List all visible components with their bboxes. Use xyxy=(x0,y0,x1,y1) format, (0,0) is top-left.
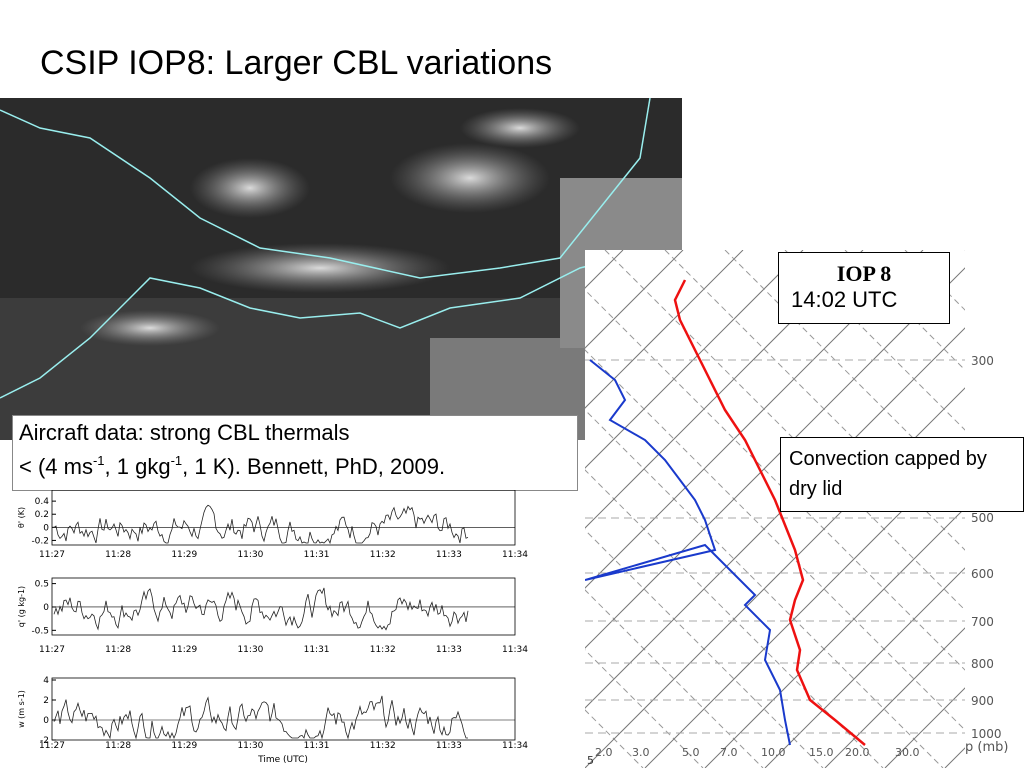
caption-box: Aircraft data: strong CBL thermals < (4 … xyxy=(12,415,578,491)
x-tick-label: 11:34 xyxy=(502,645,528,655)
isotherm xyxy=(585,250,864,529)
iop-box: IOP 8 14:02 UTC xyxy=(778,252,950,324)
isotherm xyxy=(585,250,924,589)
adiabat xyxy=(724,250,1024,550)
isotherm xyxy=(585,250,804,469)
y-axis-label: q' (g kg-1) xyxy=(17,586,26,627)
mixing-ratio-label: 7.0 xyxy=(720,746,738,759)
x-tick-label: 11:28 xyxy=(105,645,131,655)
iop-time: 14:02 UTC xyxy=(791,287,898,312)
x-tick-label: 11:32 xyxy=(370,550,396,560)
mixing-ratio-label: 30.0 xyxy=(895,746,920,759)
isotherm xyxy=(585,250,684,349)
pressure-axis-label: p (mb) xyxy=(965,740,1008,755)
iop-heading: IOP 8 xyxy=(836,261,892,286)
x-tick-label: 11:32 xyxy=(370,741,396,751)
mixing-ratio-label: 20.0 xyxy=(845,746,870,759)
adiabat xyxy=(585,469,884,768)
x-axis-label: Time (UTC) xyxy=(257,755,308,765)
trace xyxy=(53,587,469,631)
adiabat xyxy=(585,529,824,768)
x-tick-label: 11:33 xyxy=(436,741,462,751)
note-box: Convection capped by dry lid xyxy=(780,437,1024,512)
caption-text: , 1 K). Bennett, PhD, 2009. xyxy=(182,454,446,479)
isotherm xyxy=(764,508,1024,768)
x-tick-label: 11:30 xyxy=(237,550,263,560)
mixing-ratio-label: 2.0 xyxy=(595,746,613,759)
y-axis-label: w (m s-1) xyxy=(17,690,26,728)
mixing-ratio-label: 15.0 xyxy=(809,746,834,759)
pressure-label: 500 xyxy=(971,511,994,525)
y-tick-label: 0.5 xyxy=(35,580,49,590)
trace xyxy=(53,504,469,545)
y-tick-label: 0.2 xyxy=(35,510,49,520)
x-tick-label: 11:34 xyxy=(502,741,528,751)
caption-line: < (4 ms-1, 1 gkg-1, 1 K). Bennett, PhD, … xyxy=(19,450,577,484)
caption-text: < (4 ms xyxy=(19,454,93,479)
x-tick-label: 11:28 xyxy=(105,741,131,751)
slide-number: 5 xyxy=(587,754,594,767)
x-tick-label: 11:33 xyxy=(436,645,462,655)
x-tick-label: 11:34 xyxy=(502,550,528,560)
adiabat xyxy=(585,349,1004,768)
x-tick-label: 11:33 xyxy=(436,550,462,560)
x-tick-label: 11:27 xyxy=(39,741,65,751)
x-tick-label: 11:27 xyxy=(39,645,65,655)
x-tick-label: 11:31 xyxy=(304,550,330,560)
adiabat xyxy=(784,250,1024,490)
y-tick-label: 0.4 xyxy=(35,497,50,507)
y-tick-label: 0 xyxy=(43,523,49,533)
pressure-label: 900 xyxy=(971,694,994,708)
x-tick-label: 11:30 xyxy=(237,645,263,655)
isotherm xyxy=(585,250,744,409)
adiabat xyxy=(585,409,944,768)
pressure-label: 1000 xyxy=(971,727,1002,741)
x-tick-label: 11:29 xyxy=(171,550,197,560)
x-tick-label: 11:31 xyxy=(304,645,330,655)
plot-frame xyxy=(51,490,516,546)
slide-title: CSIP IOP8: Larger CBL variations xyxy=(40,44,553,82)
superscript: -1 xyxy=(92,453,105,468)
y-tick-label: -0.2 xyxy=(31,536,49,546)
x-tick-label: 11:27 xyxy=(39,550,65,560)
adiabat xyxy=(664,250,1024,610)
mixing-ratio-label: 10.0 xyxy=(761,746,786,759)
superscript: -1 xyxy=(170,453,183,468)
pressure-label: 600 xyxy=(971,567,994,581)
y-tick-label: 0 xyxy=(43,603,49,613)
y-tick-label: -2 xyxy=(40,736,49,746)
y-tick-label: 2 xyxy=(43,696,49,706)
x-tick-label: 11:29 xyxy=(171,741,197,751)
plot-frame xyxy=(51,677,516,741)
pressure-label: 700 xyxy=(971,615,994,629)
pressure-label: 300 xyxy=(971,354,994,368)
satellite-image xyxy=(0,98,682,440)
caption-text: , 1 gkg xyxy=(104,454,171,479)
pressure-label: 800 xyxy=(971,657,994,671)
y-axis-label: θ' (K) xyxy=(17,507,26,528)
isotherm xyxy=(585,250,984,649)
adiabat xyxy=(604,250,1024,670)
mixing-ratio-label: 3.0 xyxy=(632,746,650,759)
x-tick-label: 11:29 xyxy=(171,645,197,655)
adiabat xyxy=(844,250,1024,430)
y-tick-label: -0.5 xyxy=(31,626,49,636)
x-tick-label: 11:31 xyxy=(304,741,330,751)
trace xyxy=(53,695,468,740)
time-series-panel: 0.4 0.2 0 -0.2 θ' (K) 11:27 11:28 11:29 11:30 11:… xyxy=(17,490,528,765)
x-tick-label: 11:28 xyxy=(105,550,131,560)
adiabat xyxy=(585,649,704,768)
x-tick-label: 11:32 xyxy=(370,645,396,655)
caption-line: Aircraft data: strong CBL thermals xyxy=(19,420,350,445)
adiabat xyxy=(585,589,764,768)
y-tick-label: 4 xyxy=(43,676,49,686)
x-tick-label: 11:30 xyxy=(237,741,263,751)
y-tick-label: 0 xyxy=(43,716,49,726)
mixing-ratio-label: 5.0 xyxy=(682,746,700,759)
isotherm xyxy=(824,568,1024,768)
